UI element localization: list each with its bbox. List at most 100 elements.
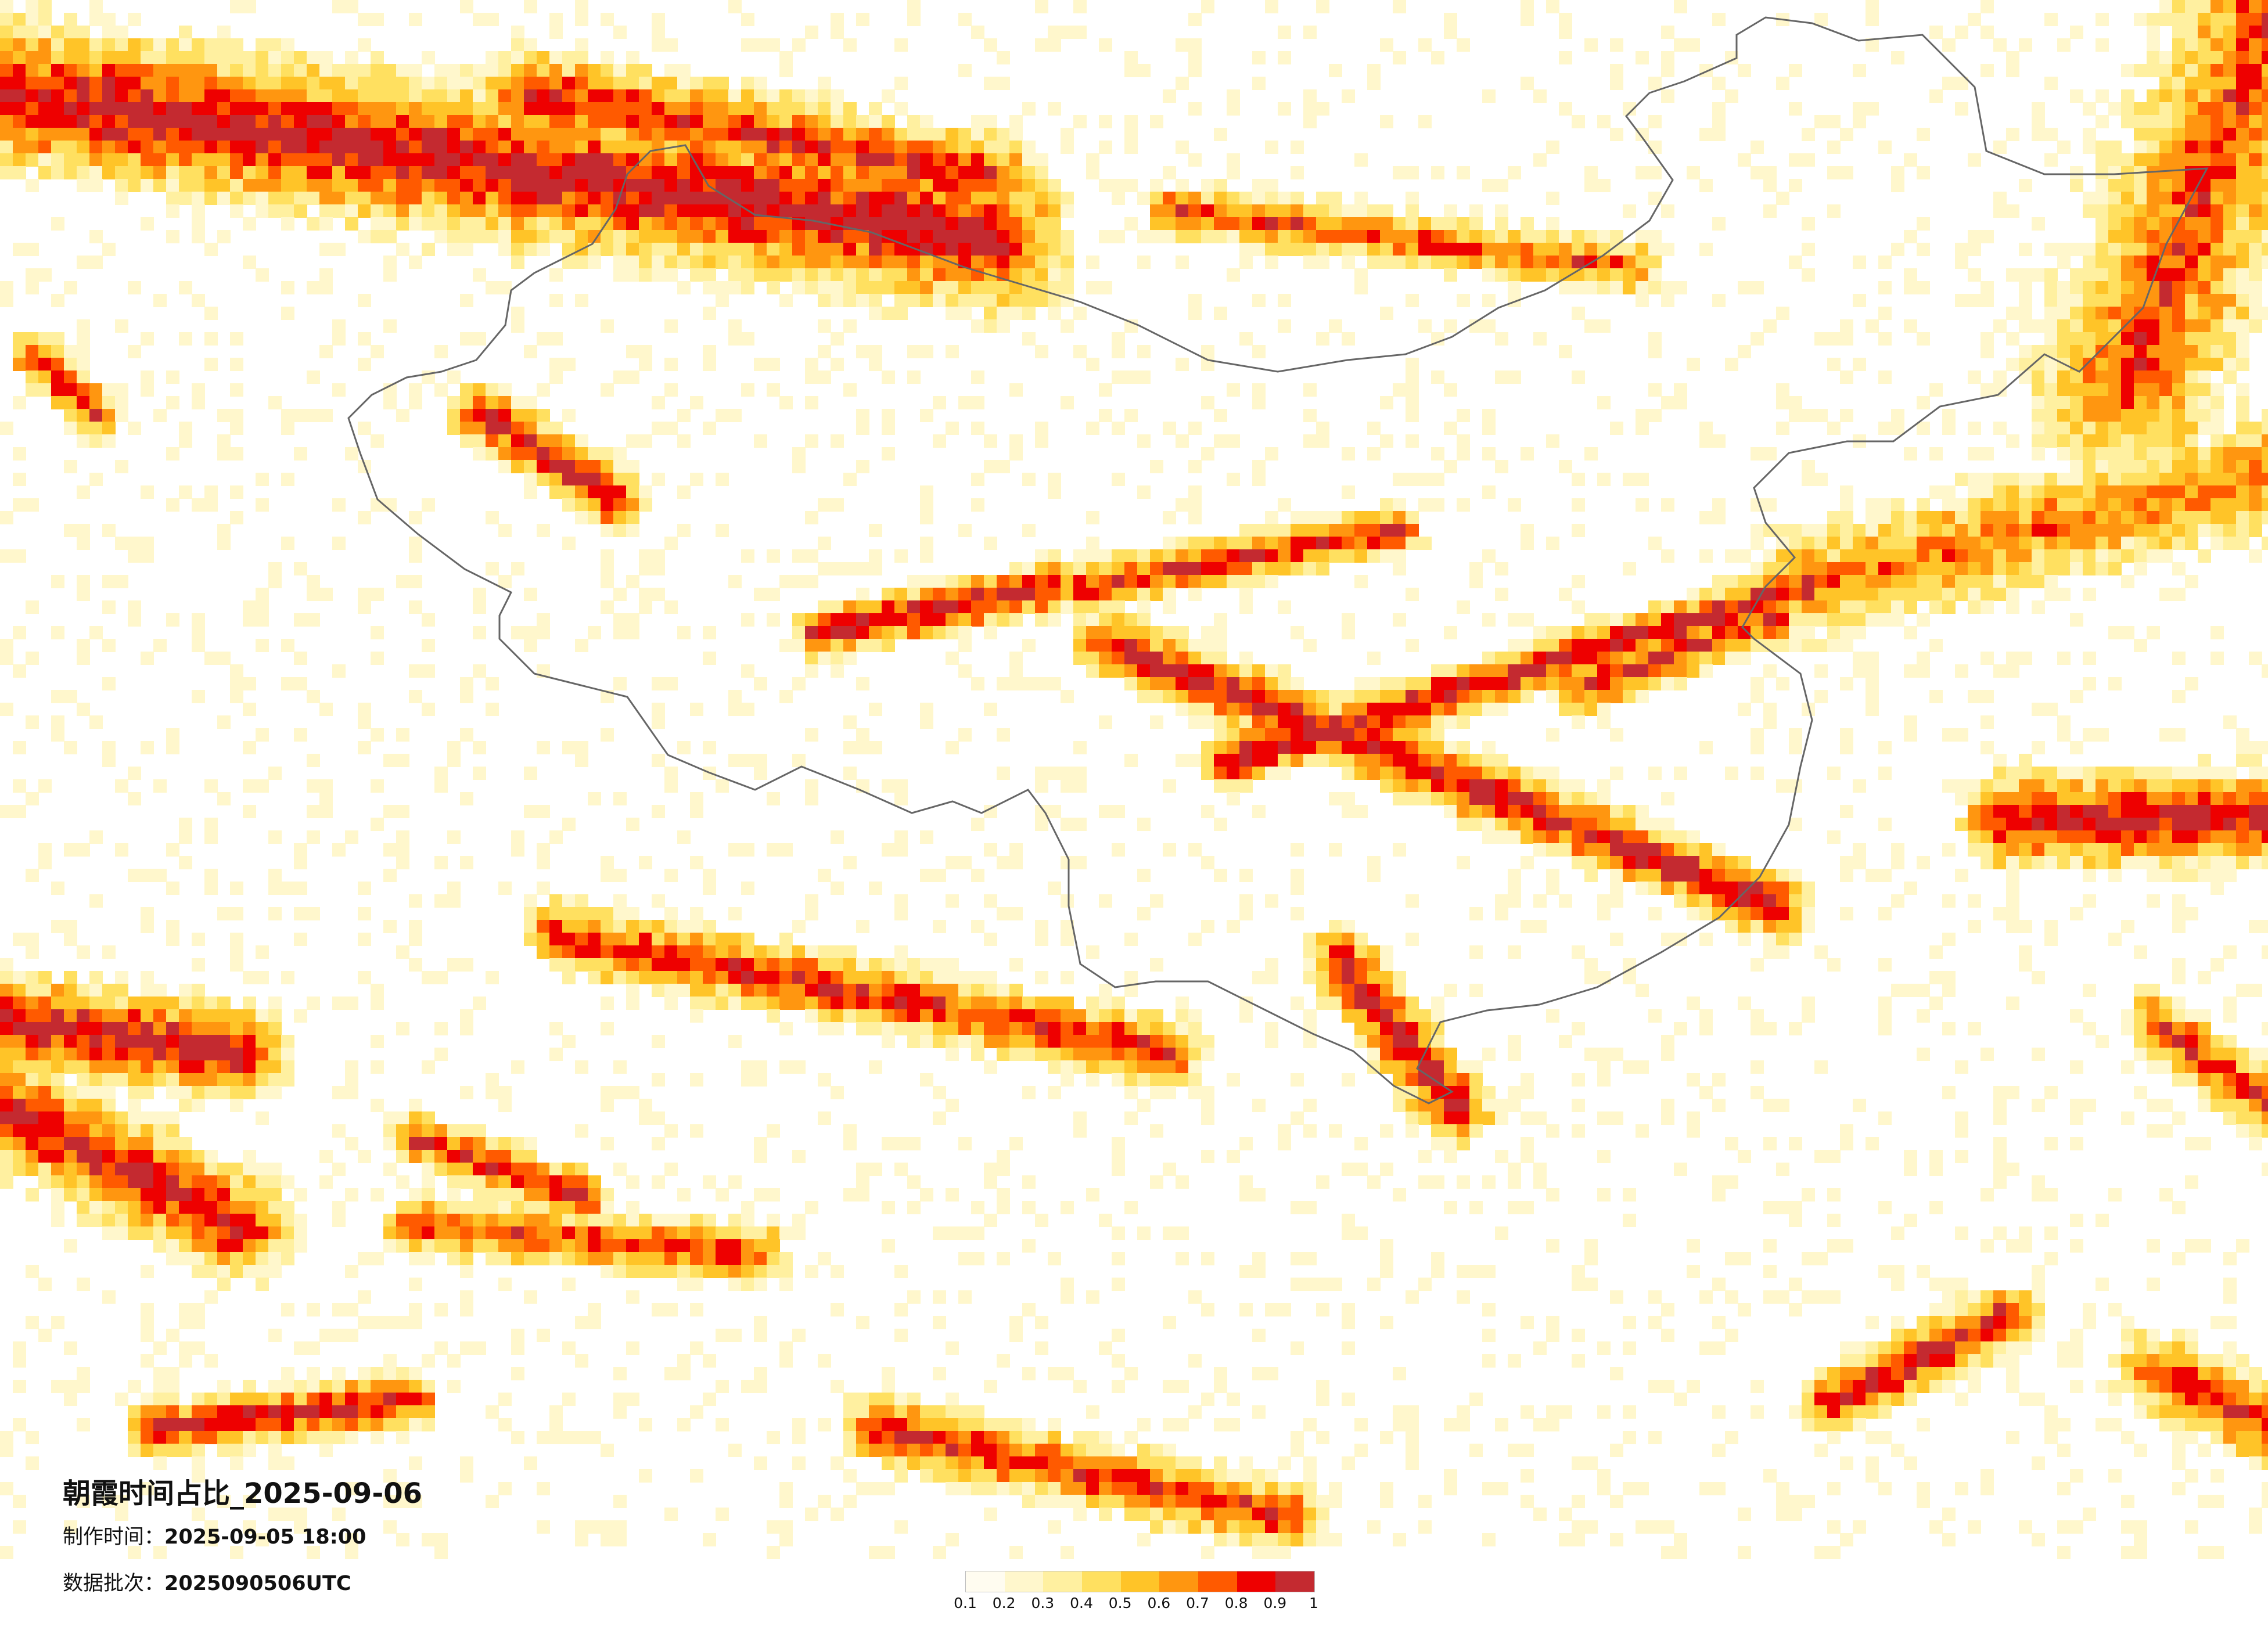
heat-cell <box>2108 818 2122 831</box>
heat-cell <box>1623 856 1636 869</box>
heat-cell <box>2070 562 2083 575</box>
heat-cell <box>89 128 103 141</box>
heat-cell <box>588 498 601 512</box>
heat-cell <box>1572 715 1585 729</box>
heat-cell <box>2134 537 2147 550</box>
heat-cell <box>1061 920 1074 933</box>
heat-cell <box>1508 677 1521 690</box>
heat-cell <box>1367 715 1381 729</box>
heat-cell <box>1137 613 1151 627</box>
heat-cell <box>409 64 422 77</box>
heat-cell <box>1559 818 1572 831</box>
heat-cell <box>1521 13 1534 26</box>
heat-cell <box>1176 358 1189 371</box>
heat-cell <box>652 754 665 767</box>
heat-cell <box>1303 715 1317 729</box>
heat-cell <box>1009 128 1023 141</box>
heat-cell <box>192 230 205 243</box>
heat-cell <box>1444 690 1457 703</box>
heat-cell <box>767 89 780 103</box>
heat-cell <box>1329 741 1342 754</box>
heat-cell <box>473 230 486 243</box>
heat-cell <box>1687 358 1700 371</box>
heat-cell <box>166 102 179 116</box>
heat-cell <box>230 153 243 167</box>
heat-cell <box>703 89 716 103</box>
heat-cell <box>1878 537 1892 550</box>
heat-cell <box>2070 332 2083 346</box>
heat-cell <box>2070 485 2083 499</box>
heat-cell <box>1968 818 1981 831</box>
heat-cell <box>946 422 959 435</box>
heat-cell <box>51 102 64 116</box>
heat-cell <box>2057 243 2071 256</box>
heat-cell <box>652 166 665 179</box>
heat-cell <box>703 77 716 90</box>
heat-cell <box>805 256 818 269</box>
heat-cell <box>409 933 422 946</box>
heat-cell <box>26 89 39 103</box>
heat-cell <box>1981 0 1994 13</box>
heat-cell <box>2096 281 2109 294</box>
heat-cell <box>2159 792 2173 805</box>
heat-cell <box>1751 524 1764 537</box>
heat-cell <box>920 281 933 294</box>
heat-cell <box>626 345 639 358</box>
heat-cell <box>1636 281 1649 294</box>
heat-cell <box>1674 856 1687 869</box>
heat-cell <box>1699 511 1713 524</box>
heat-cell <box>1367 64 1381 77</box>
heat-cell <box>601 64 614 77</box>
heat-cell <box>486 102 499 116</box>
heat-cell <box>243 153 256 167</box>
heat-cell <box>754 179 767 192</box>
heat-cell <box>1278 217 1291 231</box>
heat-cell <box>984 294 997 307</box>
heat-cell <box>1610 830 1623 844</box>
heat-cell <box>2198 869 2211 882</box>
heat-cell <box>805 728 818 742</box>
heat-cell <box>882 179 895 192</box>
heat-cell <box>2223 370 2237 384</box>
heat-cell <box>1482 652 1496 665</box>
heat-cell <box>831 192 844 205</box>
heat-cell <box>2185 38 2198 52</box>
heat-cell <box>690 920 703 933</box>
heat-cell <box>677 256 691 269</box>
heat-cell <box>1303 703 1317 716</box>
heat-cell <box>1840 549 1853 563</box>
heat-cell <box>422 204 435 218</box>
heat-cell <box>2185 13 2198 26</box>
heat-cell <box>2096 473 2109 486</box>
heat-cell <box>2211 447 2224 461</box>
heat-cell <box>2006 434 2019 448</box>
heat-cell <box>1124 562 1138 575</box>
heat-cell <box>1303 409 1317 422</box>
heat-cell <box>1406 792 1419 805</box>
heat-cell <box>1610 690 1623 703</box>
heat-cell <box>831 332 844 346</box>
heat-cell <box>1035 166 1048 179</box>
heat-cell <box>894 204 908 218</box>
heat-cell <box>2083 332 2096 346</box>
heat-cell <box>882 588 895 601</box>
heat-cell <box>601 575 614 588</box>
heat-cell <box>1584 613 1598 627</box>
heat-cell <box>1265 767 1278 780</box>
heat-cell <box>1521 639 1534 652</box>
heat-cell <box>1636 677 1649 690</box>
heat-cell <box>1738 600 1751 614</box>
heat-cell <box>2032 779 2045 793</box>
heat-cell <box>2121 422 2134 435</box>
heat-cell <box>2044 933 2058 946</box>
heat-cell <box>882 600 895 614</box>
heat-cell <box>1521 0 1534 13</box>
heat-cell <box>460 677 473 690</box>
heat-cell <box>1674 664 1687 678</box>
heat-cell <box>2147 779 2160 793</box>
heat-cell <box>664 933 678 946</box>
heat-cell <box>1367 511 1381 524</box>
heat-cell <box>268 77 282 90</box>
heat-cell <box>1009 217 1023 231</box>
heat-cell <box>984 600 997 614</box>
